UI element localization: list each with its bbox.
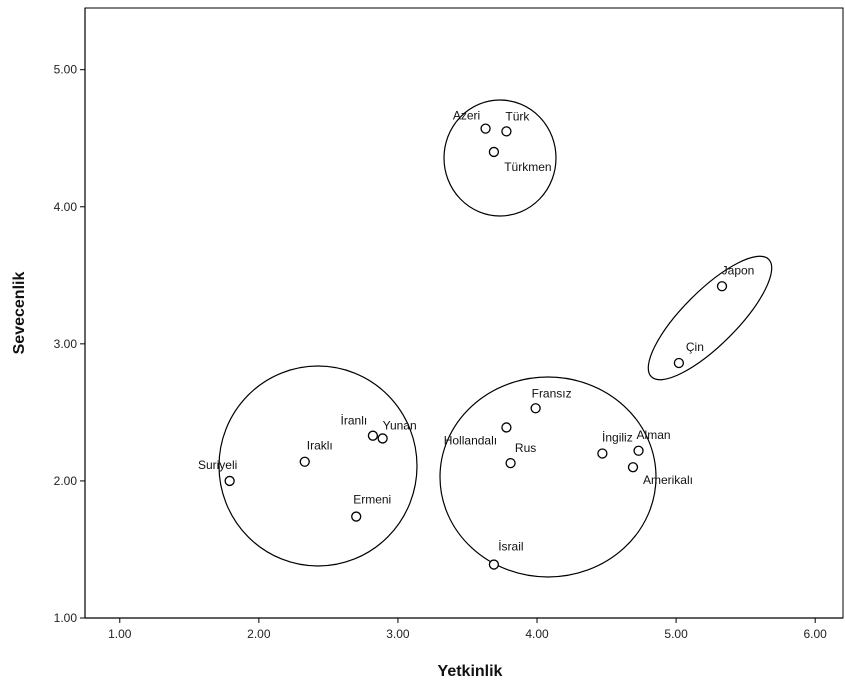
point-label: İsrail [498, 540, 523, 554]
point-label: Suriyeli [198, 458, 237, 472]
point-label: Türk [505, 109, 530, 123]
data-point [488, 559, 500, 570]
x-tick-label: 2.00 [247, 627, 271, 641]
data-point [367, 430, 379, 441]
y-tick-label: 5.00 [54, 63, 78, 77]
x-tick-label: 4.00 [525, 627, 549, 641]
point-label: Çin [686, 340, 704, 354]
data-point [351, 511, 362, 522]
data-point [505, 457, 516, 469]
point-label: Ermeni [353, 493, 391, 507]
y-tick-label: 3.00 [54, 337, 78, 351]
data-point [377, 433, 388, 444]
y-axis-title: Sevecenlik [11, 272, 28, 355]
data-point [501, 422, 512, 433]
data-point [597, 448, 608, 459]
y-tick-label: 2.00 [54, 474, 78, 488]
point-label: Fransız [532, 386, 572, 400]
point-label: Yunan [383, 418, 417, 432]
data-point [488, 146, 500, 158]
data-point [627, 462, 639, 473]
point-label: Türkmen [504, 160, 551, 174]
point-label: Hollandalı [444, 433, 497, 447]
cluster-ellipse-4 [218, 365, 418, 567]
point-label: Azeri [453, 109, 480, 123]
data-point [480, 123, 491, 134]
cluster-ellipse-1 [443, 99, 557, 217]
x-axis-title: Yetkinlik [438, 663, 503, 680]
cluster-ellipse-2 [647, 255, 773, 381]
y-tick-label: 1.00 [54, 611, 78, 625]
x-tick-label: 5.00 [664, 627, 688, 641]
data-point [633, 445, 644, 456]
plot-frame [84, 7, 844, 619]
data-point [716, 281, 728, 292]
point-label: İranlı [341, 414, 368, 428]
point-label: Japon [722, 263, 755, 277]
point-label: Rus [515, 441, 536, 455]
data-point [501, 126, 512, 137]
point-label: Iraklı [307, 439, 333, 453]
point-label: Amerikalı [643, 473, 693, 487]
data-point [224, 475, 235, 487]
data-point [673, 357, 685, 369]
point-label: İngiliz [602, 431, 633, 445]
point-label: Alman [637, 428, 671, 442]
x-tick-label: 1.00 [108, 627, 132, 641]
x-tick-label: 6.00 [804, 627, 828, 641]
data-point [299, 456, 310, 467]
y-tick-label: 4.00 [54, 200, 78, 214]
data-point [530, 403, 541, 414]
x-tick-label: 3.00 [386, 627, 410, 641]
cluster-ellipse-3 [439, 376, 657, 578]
